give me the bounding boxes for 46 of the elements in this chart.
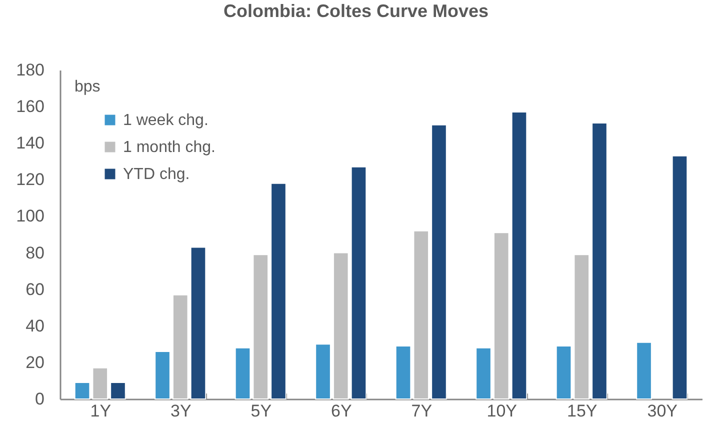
bar xyxy=(395,345,412,400)
y-tick-label: 140 xyxy=(16,134,44,153)
x-tick-label: 30Y xyxy=(647,402,678,420)
y-tick-label: 40 xyxy=(26,316,44,336)
y-axis-title: bps xyxy=(74,78,100,96)
x-tick-label: 3Y xyxy=(170,402,192,420)
x-tick-label: 15Y xyxy=(567,402,598,420)
bar xyxy=(574,254,590,400)
legend-label: 1 week chg. xyxy=(123,112,208,129)
x-tick-label: 10Y xyxy=(486,402,517,420)
bar xyxy=(636,342,652,400)
x-tick-label: 6Y xyxy=(330,402,352,420)
y-tick-label: 20 xyxy=(26,352,44,372)
bar xyxy=(556,345,572,400)
bar xyxy=(154,350,170,400)
bar xyxy=(672,155,688,400)
legend-label: YTD chg. xyxy=(123,166,190,183)
x-tick-label: 7Y xyxy=(411,402,432,420)
x-tick-label: 5Y xyxy=(250,402,272,420)
bar xyxy=(74,382,90,400)
bar xyxy=(350,166,367,400)
bar xyxy=(592,122,608,400)
bar xyxy=(493,232,510,400)
y-tick-label: 180 xyxy=(16,60,44,80)
bar xyxy=(234,347,251,400)
chart-title: Colombia: Coltes Curve Moves xyxy=(223,1,489,21)
bar xyxy=(172,294,188,400)
bar xyxy=(332,252,349,400)
legend-label: 1 month chg. xyxy=(123,139,216,156)
bar xyxy=(110,382,126,400)
bar xyxy=(511,112,528,400)
bar xyxy=(413,230,430,400)
y-tick-label: 0 xyxy=(35,390,44,408)
bar xyxy=(252,254,269,400)
y-tick-label: 60 xyxy=(26,280,44,299)
bar xyxy=(431,124,447,400)
y-tick-label: 120 xyxy=(16,170,44,190)
y-tick-label: 100 xyxy=(16,206,44,226)
y-tick-label: 80 xyxy=(26,243,44,262)
bar xyxy=(92,367,108,400)
y-tick-label: 160 xyxy=(16,97,44,116)
bar xyxy=(315,344,331,400)
bar xyxy=(190,246,206,400)
bar xyxy=(476,347,492,400)
x-tick-label: 1Y xyxy=(90,402,112,420)
bar xyxy=(270,182,286,400)
